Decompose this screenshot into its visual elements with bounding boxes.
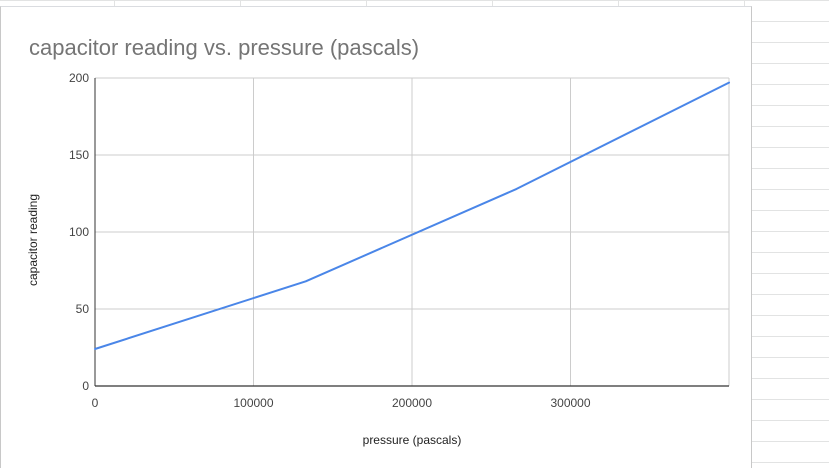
y-tick-label: 0 <box>82 379 89 393</box>
x-tick-label: 0 <box>92 396 99 410</box>
x-tick-label: 100000 <box>233 396 273 410</box>
x-axis-title: pressure (pascals) <box>363 433 462 447</box>
axes <box>94 78 729 387</box>
tick-labels: 0 50 100 150 200 0 100000 200000 300000 <box>69 71 591 410</box>
x-tick-label: 300000 <box>550 396 590 410</box>
series-line <box>94 81 730 350</box>
gridlines <box>95 77 730 386</box>
y-tick-label: 200 <box>69 71 89 85</box>
x-tick-label: 200000 <box>392 396 432 410</box>
y-axis-title: capacitor reading <box>26 194 40 286</box>
series-layer <box>94 81 730 350</box>
chart-title: capacitor reading vs. pressure (pascals) <box>29 35 420 60</box>
y-tick-label: 100 <box>69 225 89 239</box>
y-tick-label: 50 <box>76 302 90 316</box>
chart-container[interactable]: capacitor reading vs. pressure (pascals) <box>0 6 752 468</box>
y-tick-label: 150 <box>69 148 89 162</box>
